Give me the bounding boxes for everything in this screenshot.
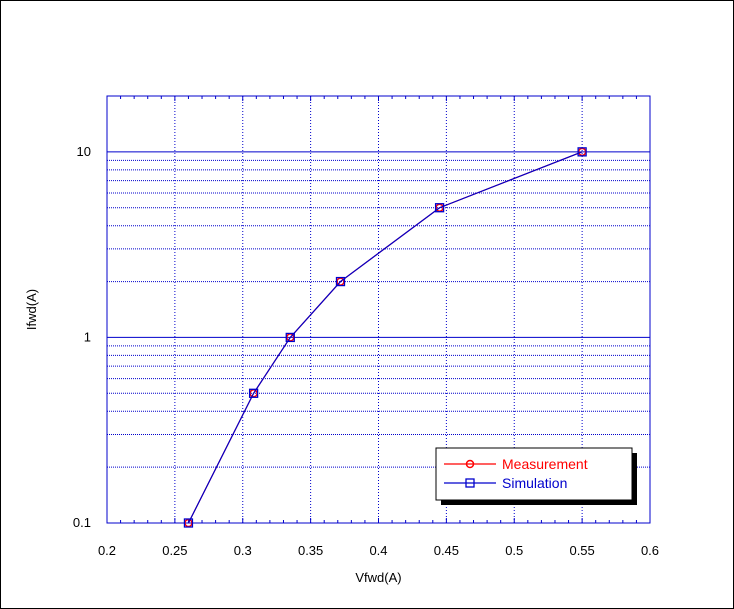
x-tick-label: 0.5 — [505, 543, 523, 558]
legend-label: Simulation — [502, 475, 567, 491]
data-point — [434, 203, 445, 213]
series-simulation — [183, 147, 587, 528]
legend-box — [435, 447, 633, 501]
x-tick-label: 0.55 — [569, 543, 594, 558]
x-tick-label: 0.4 — [369, 543, 387, 558]
legend: Measurement Simulation — [435, 447, 637, 505]
legend-marker — [465, 459, 475, 469]
ticks: 0.1 1 10 0.2 0.25 0.3 0.35 0.4 0.45 0.5 0.55 0.6 — [73, 96, 659, 558]
grid — [107, 96, 650, 523]
x-tick-label: 0.35 — [298, 543, 323, 558]
x-tick-label: 0.25 — [162, 543, 187, 558]
data-point — [577, 147, 587, 157]
legend-marker — [465, 478, 475, 488]
x-tick-label: 0.45 — [434, 543, 459, 558]
data-point — [248, 388, 259, 398]
legend-entry: Simulation — [444, 475, 567, 491]
series-line — [187, 151, 583, 524]
y-tick-label: 0.1 — [73, 515, 91, 530]
x-axis-label: Vfwd(A) — [355, 570, 401, 585]
series — [183, 147, 587, 528]
x-tick-label: 0.3 — [234, 543, 252, 558]
data-point — [183, 518, 194, 528]
legend-label: Measurement — [502, 456, 588, 472]
x-tick-label: 0.6 — [641, 543, 659, 558]
data-point — [335, 276, 346, 287]
y-tick-label: 10 — [77, 144, 91, 159]
legend-entry: Measurement — [444, 456, 588, 472]
y-axis-label: Ifwd(A) — [24, 289, 39, 330]
data-point — [285, 332, 295, 343]
y-tick-label: 1 — [84, 329, 91, 344]
x-tick-label: 0.2 — [98, 543, 116, 558]
